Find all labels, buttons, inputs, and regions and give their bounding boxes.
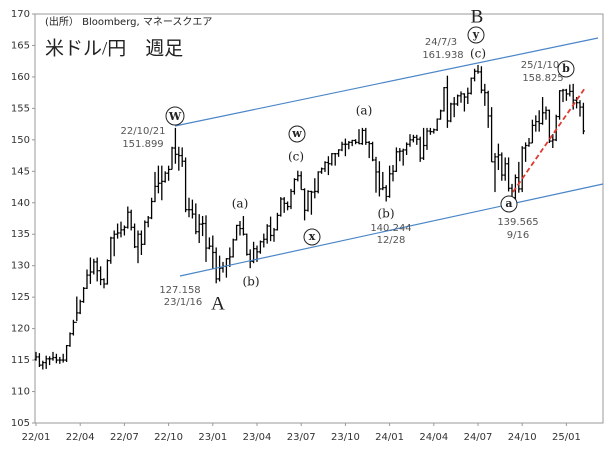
y-tick-label: 110	[11, 387, 30, 398]
x-tick-label: 22/07	[110, 432, 139, 443]
wave-circle	[467, 26, 485, 44]
y-tick-label: 160	[11, 72, 30, 83]
wave-label: (a)	[356, 104, 373, 118]
annotation: 25/1/10	[521, 60, 560, 71]
annotation: 151.899	[122, 139, 163, 150]
wave-label: W	[168, 110, 182, 123]
plot-frame	[34, 13, 604, 424]
upper-channel	[174, 37, 599, 127]
x-tick-label: 24/04	[419, 432, 448, 443]
x-tick-label: 23/10	[331, 432, 360, 443]
y-tick-label: 130	[11, 261, 30, 272]
y-tick-label: 165	[11, 40, 30, 51]
annotation: 9/16	[507, 230, 529, 241]
wave-circle	[500, 195, 518, 213]
y-tick-label: 150	[11, 135, 30, 146]
x-tick-label: 23/01	[198, 432, 227, 443]
wave-label: A	[211, 293, 225, 314]
x-tick-label: 23/04	[243, 432, 272, 443]
x-tick-label: 22/01	[22, 432, 51, 443]
wave-label: x	[309, 230, 316, 243]
x-tick-label: 23/07	[287, 432, 316, 443]
source: (出所） Bloomberg, マネースクエア	[45, 15, 212, 28]
y-tick-label: 105	[11, 418, 30, 429]
wave-label: (b)	[242, 275, 259, 289]
x-tick-label: 24/01	[375, 432, 404, 443]
y-tick-label: 155	[11, 103, 30, 114]
annotation: 24/7/3	[425, 37, 457, 48]
wave-label: (b)	[377, 207, 394, 221]
y-tick-label: 135	[11, 229, 30, 240]
wave-label: a	[505, 197, 512, 210]
x-tick-label: 24/07	[464, 432, 493, 443]
wave-label: B	[471, 6, 484, 27]
chart-title: 米ドル/円 週足	[45, 37, 183, 59]
x-tick-label: 22/04	[66, 432, 95, 443]
wave-label: (c)	[288, 150, 304, 164]
annotation: 127.158	[159, 285, 200, 296]
y-tick-label: 145	[11, 166, 30, 177]
wave-label: w	[291, 127, 302, 140]
trend-line	[512, 87, 586, 193]
y-tick-label: 120	[11, 324, 30, 335]
wave-label: (a)	[232, 197, 249, 211]
lower-channel	[179, 183, 604, 277]
wave-label: b	[562, 62, 570, 75]
annotation: 140.244	[370, 223, 411, 234]
annotation: 139.565	[497, 217, 538, 228]
y-tick-label: 125	[11, 292, 30, 303]
annotation: 12/28	[377, 235, 406, 246]
annotation: 23/1/16	[164, 297, 203, 308]
wave-circle	[288, 125, 306, 143]
wave-circle	[165, 106, 185, 126]
wave-circle	[303, 228, 321, 246]
y-tick-label: 170	[11, 9, 30, 20]
x-tick-label: 24/10	[508, 432, 537, 443]
wave-label: y	[472, 28, 480, 41]
annotation: 158.825	[522, 73, 563, 84]
annotation: 22/10/21	[121, 126, 166, 137]
x-tick-label: 25/01	[552, 432, 581, 443]
annotation: 161.938	[422, 50, 463, 61]
bars-layer	[34, 64, 585, 370]
y-tick-label: 140	[11, 198, 30, 209]
wave-circle	[557, 60, 575, 78]
y-tick-label: 115	[11, 355, 30, 366]
x-tick-label: 22/10	[154, 432, 183, 443]
wave-label: (c)	[470, 47, 486, 61]
